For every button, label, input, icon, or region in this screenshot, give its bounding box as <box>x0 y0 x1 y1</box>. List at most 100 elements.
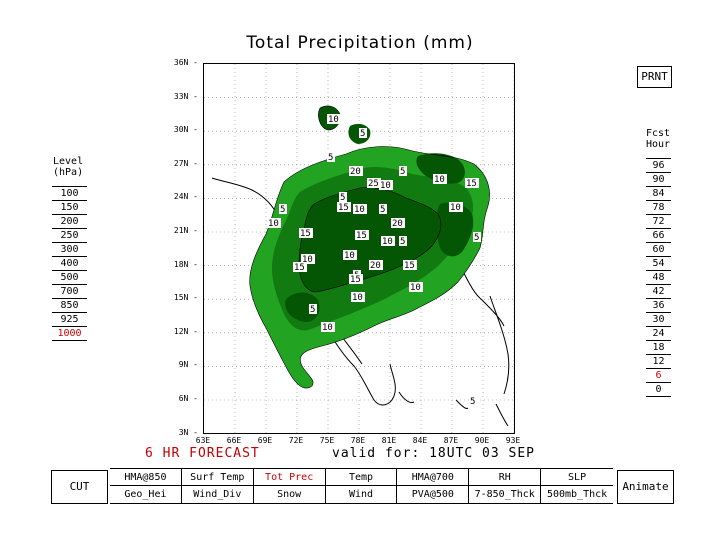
field-option[interactable]: PVA@500 <box>397 486 470 503</box>
level-option[interactable]: 700 <box>52 285 87 299</box>
contour-label-bg <box>465 178 479 188</box>
level-option[interactable]: 150 <box>52 201 87 215</box>
field-option[interactable]: SLP <box>541 469 613 486</box>
contour-label: 15 <box>356 231 367 241</box>
forecast-hour-option[interactable]: 78 <box>646 201 671 215</box>
contour-label-bg <box>391 218 405 228</box>
contour-label: 20 <box>370 261 381 271</box>
field-option[interactable]: 7-850_Thck <box>469 486 542 503</box>
latitude-label: 33N - <box>173 91 198 101</box>
valid-time-label: valid for: 18UTC 03 SEP <box>332 446 536 461</box>
forecast-hour-option[interactable]: 0 <box>646 383 671 397</box>
level-option[interactable]: 400 <box>52 257 87 271</box>
contour-label: 10 <box>450 203 461 213</box>
contour-lines <box>249 105 490 389</box>
level-option[interactable]: 100 <box>52 187 87 201</box>
contour-label-bg <box>403 260 417 270</box>
level-option[interactable]: 500 <box>52 271 87 285</box>
field-option[interactable]: HMA@700 <box>397 469 470 486</box>
contour-label: 5 <box>340 193 345 203</box>
contour-label: 15 <box>350 275 361 285</box>
contour-label-bg <box>369 260 383 270</box>
precipitation-map[interactable]: 5101520255101510515105201510510151052015… <box>203 63 515 434</box>
contour-label-bg <box>351 292 365 302</box>
latitude-label: 9N - <box>178 360 198 370</box>
contour-label-bg <box>343 250 357 260</box>
latitude-label: 21N - <box>173 226 198 235</box>
level-option[interactable]: 1000 <box>52 327 87 341</box>
forecast-hour-option[interactable]: 30 <box>646 313 671 327</box>
contour-label: 5 <box>470 397 475 407</box>
longitude-label: 90E <box>474 436 490 445</box>
latitude-label: 18N - <box>173 259 198 269</box>
level-option[interactable]: 250 <box>52 229 87 243</box>
contour-label-bg <box>379 204 387 214</box>
forecast-hour-heading-line1: Fcst <box>646 128 671 139</box>
contour-label: 10 <box>344 251 355 261</box>
latitude-label: 24N - <box>173 192 198 202</box>
print-button[interactable]: PRNT <box>637 66 672 88</box>
forecast-hour-option[interactable]: 6 <box>646 369 671 383</box>
contour-label: 5 <box>280 205 285 215</box>
field-selector-grid[interactable]: HMA@850 Surf Temp Tot Prec Temp HMA@700 RH SLP… <box>110 468 613 504</box>
forecast-hour-option[interactable]: 72 <box>646 215 671 229</box>
level-option[interactable]: 200 <box>52 215 87 229</box>
contour-label: 15 <box>466 179 477 189</box>
page-title: Total Precipitation (mm) <box>246 33 474 53</box>
level-option[interactable]: 925 <box>52 313 87 327</box>
forecast-hour-option[interactable]: 48 <box>646 271 671 285</box>
forecast-hour-heading-line2: Hour <box>646 139 671 150</box>
longitude-label: 78E <box>350 436 366 445</box>
contour-label-bg <box>337 202 351 212</box>
field-option[interactable]: Wind_Div <box>182 486 254 503</box>
forecast-hour-option[interactable]: 42 <box>646 285 671 299</box>
contour-label-bg <box>469 396 477 406</box>
field-option[interactable]: Tot Prec <box>253 469 326 486</box>
contour-label-bg <box>449 202 463 212</box>
contour-label-bg <box>353 204 367 214</box>
cut-button[interactable]: CUT <box>51 470 108 504</box>
forecast-hour-selector[interactable]: 96 90 84 78 72 66 60 54 48 42 36 30 24 18 12 6 0 <box>646 158 671 397</box>
contour-label: 10 <box>354 205 365 215</box>
forecast-hour-option[interactable]: 90 <box>646 173 671 187</box>
precip-shading <box>249 106 490 389</box>
field-option[interactable]: Temp <box>325 469 398 486</box>
longitude-label: 72E <box>288 436 304 445</box>
field-option[interactable]: RH <box>469 469 542 486</box>
contour-label-bg <box>349 274 363 284</box>
forecast-hour-option[interactable]: 54 <box>646 257 671 271</box>
contour-label: 10 <box>434 175 445 185</box>
contour-label: 10 <box>322 323 333 333</box>
field-option[interactable]: HMA@850 <box>110 469 182 486</box>
contour-label-bg <box>349 166 363 176</box>
level-option[interactable]: 300 <box>52 243 87 257</box>
level-selector[interactable]: 100 150 200 250 300 400 500 700 850 925 1000 <box>52 186 87 341</box>
contour-label: 15 <box>338 203 349 213</box>
longitude-label: 75E <box>319 436 335 445</box>
contour-label-bg <box>279 204 287 214</box>
forecast-hour-option[interactable]: 12 <box>646 355 671 369</box>
latitude-label: 30N - <box>173 125 198 135</box>
longitude-label: 81E <box>381 436 397 445</box>
longitude-label: 66E <box>226 436 242 445</box>
forecast-hour-option[interactable]: 36 <box>646 299 671 313</box>
field-option[interactable]: Wind <box>326 486 398 503</box>
contour-label: 5 <box>400 167 405 177</box>
animate-button[interactable]: Animate <box>617 470 674 504</box>
forecast-hour-option[interactable]: 18 <box>646 341 671 355</box>
contour-label: 10 <box>328 115 339 125</box>
forecast-hour-option[interactable]: 60 <box>646 243 671 257</box>
longitude-label: 87E <box>443 436 459 445</box>
latitude-label: 3N - <box>178 427 198 437</box>
forecast-hour-option[interactable]: 84 <box>646 187 671 201</box>
field-option[interactable]: Snow <box>254 486 326 503</box>
field-option[interactable]: Geo_Hei <box>110 486 182 503</box>
field-option[interactable]: 500mb_Thck <box>546 489 608 500</box>
level-option[interactable]: 850 <box>52 299 87 313</box>
field-option[interactable]: Surf Temp <box>181 469 254 486</box>
forecast-hour-option[interactable]: 96 <box>646 159 671 173</box>
forecast-hour-option[interactable]: 66 <box>646 229 671 243</box>
contour-label-bg <box>327 152 335 162</box>
forecast-hour-option[interactable]: 24 <box>646 327 671 341</box>
contour-label: 5 <box>400 237 405 247</box>
